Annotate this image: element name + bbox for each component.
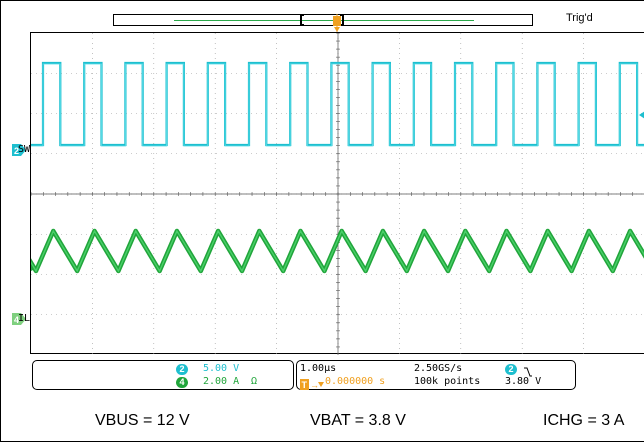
record-window-indicator [174, 20, 474, 21]
channel-4-marker[interactable]: 4 [12, 313, 26, 325]
ch2-offscreen-arrow [639, 111, 644, 119]
ch2-scale: 5.00 V [203, 363, 240, 374]
vbus-caption: VBUS = 12 V [95, 412, 190, 429]
trigger-status: Trig'd [566, 12, 593, 24]
ohm-icon: Ω [251, 376, 258, 387]
vertical-readout[interactable]: 2 5.00 V 4 2.00 A Ω [32, 360, 294, 390]
il-waveform-highlight [31, 229, 644, 273]
ch4-badge: 4 [176, 377, 188, 388]
vbat-caption: VBAT = 3.8 V [310, 412, 406, 429]
sw-waveform-noise [31, 63, 644, 147]
trigger-level: 3.80 V [505, 376, 542, 387]
ch2-badge: 2 [176, 364, 188, 375]
horizontal-readout[interactable]: 1.00µs 2.50GS/s T → 0.000000 s 100k poin… [296, 360, 576, 390]
trigger-position: 0.000000 s [325, 376, 386, 387]
trigger-source-badge: 2 [505, 364, 517, 375]
horizontal-scale: 1.00µs [300, 363, 337, 374]
record-view-bracket-right [340, 14, 344, 26]
svg-text:T: T [302, 380, 308, 390]
svg-text:2: 2 [14, 146, 19, 156]
falling-edge-icon [523, 364, 533, 382]
readout-panel: 2 5.00 V 4 2.00 A Ω 1.00µs 2.50GS/s T → … [30, 358, 644, 392]
record-length: 100k points [414, 376, 481, 387]
svg-text:→: → [310, 380, 319, 390]
channel-4-label: IL [18, 313, 31, 324]
waveform-area [31, 33, 644, 355]
ch4-scale: 2.00 A [203, 376, 240, 387]
trigger-offset-icon: T → [300, 377, 324, 395]
record-overview-bar[interactable] [113, 14, 533, 26]
svg-text:4: 4 [14, 315, 19, 325]
record-view-bracket-left [300, 14, 304, 26]
channel-2-label: SW [18, 144, 31, 155]
ichg-caption: ICHG = 3 A [543, 412, 625, 429]
channel-2-marker[interactable]: 2 [12, 144, 26, 156]
sample-rate: 2.50GS/s [414, 363, 463, 374]
sw-waveform [31, 61, 644, 147]
scope-display [30, 32, 644, 355]
